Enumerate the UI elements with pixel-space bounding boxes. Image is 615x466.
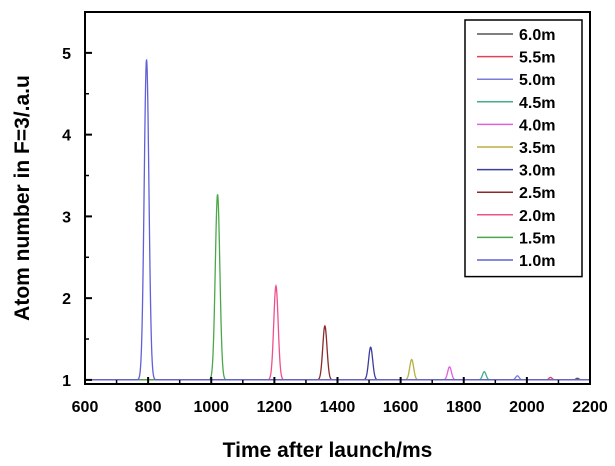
legend-label: 3.5m: [519, 140, 555, 157]
legend-label: 5.0m: [519, 72, 555, 89]
legend-label: 2.0m: [519, 208, 555, 225]
y-tick-label: 5: [62, 46, 71, 63]
legend-label: 2.5m: [519, 185, 555, 202]
x-tick-label: 1200: [257, 399, 293, 416]
y-tick-label: 2: [62, 291, 71, 308]
legend-box: [464, 19, 583, 278]
legend-label: 6.0m: [519, 27, 555, 44]
x-axis: 600 800 1000 1200 1400 1600 1800 2000 2200: [72, 377, 608, 416]
y-tick-label: 1: [62, 373, 71, 390]
y-axis: 1 2 3 4 5: [62, 46, 92, 390]
x-tick-label: 1400: [320, 399, 356, 416]
legend-label: 1.0m: [519, 253, 555, 270]
legend-label: 4.5m: [519, 95, 555, 112]
x-tick-label: 1000: [193, 399, 229, 416]
x-tick-label: 1800: [446, 399, 482, 416]
x-tick-label: 600: [72, 399, 99, 416]
y-axis-title: Atom number in F=3/.a.u: [11, 75, 34, 321]
legend: 6.0m 5.5m 5.0m 4.5m 4.0m 3.5m 3.0m 2.5m 2.0m 1.5m…: [464, 19, 583, 278]
y-tick-label: 3: [62, 209, 71, 226]
series-line-3.0m: [85, 346, 590, 381]
series-line-2.0m: [85, 283, 590, 381]
series-line-3.5m: [85, 358, 590, 381]
y-tick-label: 4: [62, 128, 71, 145]
x-tick-label: 2200: [572, 399, 608, 416]
x-tick-label: 2000: [509, 399, 545, 416]
x-tick-label: 1600: [383, 399, 419, 416]
legend-label: 1.5m: [519, 230, 555, 247]
legend-label: 4.0m: [519, 117, 555, 134]
x-axis-title: Time after launch/ms: [223, 439, 433, 462]
legend-label: 5.5m: [519, 50, 555, 67]
x-tick-label: 800: [135, 399, 162, 416]
legend-label: 3.0m: [519, 163, 555, 180]
series-line-2.5m: [85, 324, 590, 381]
